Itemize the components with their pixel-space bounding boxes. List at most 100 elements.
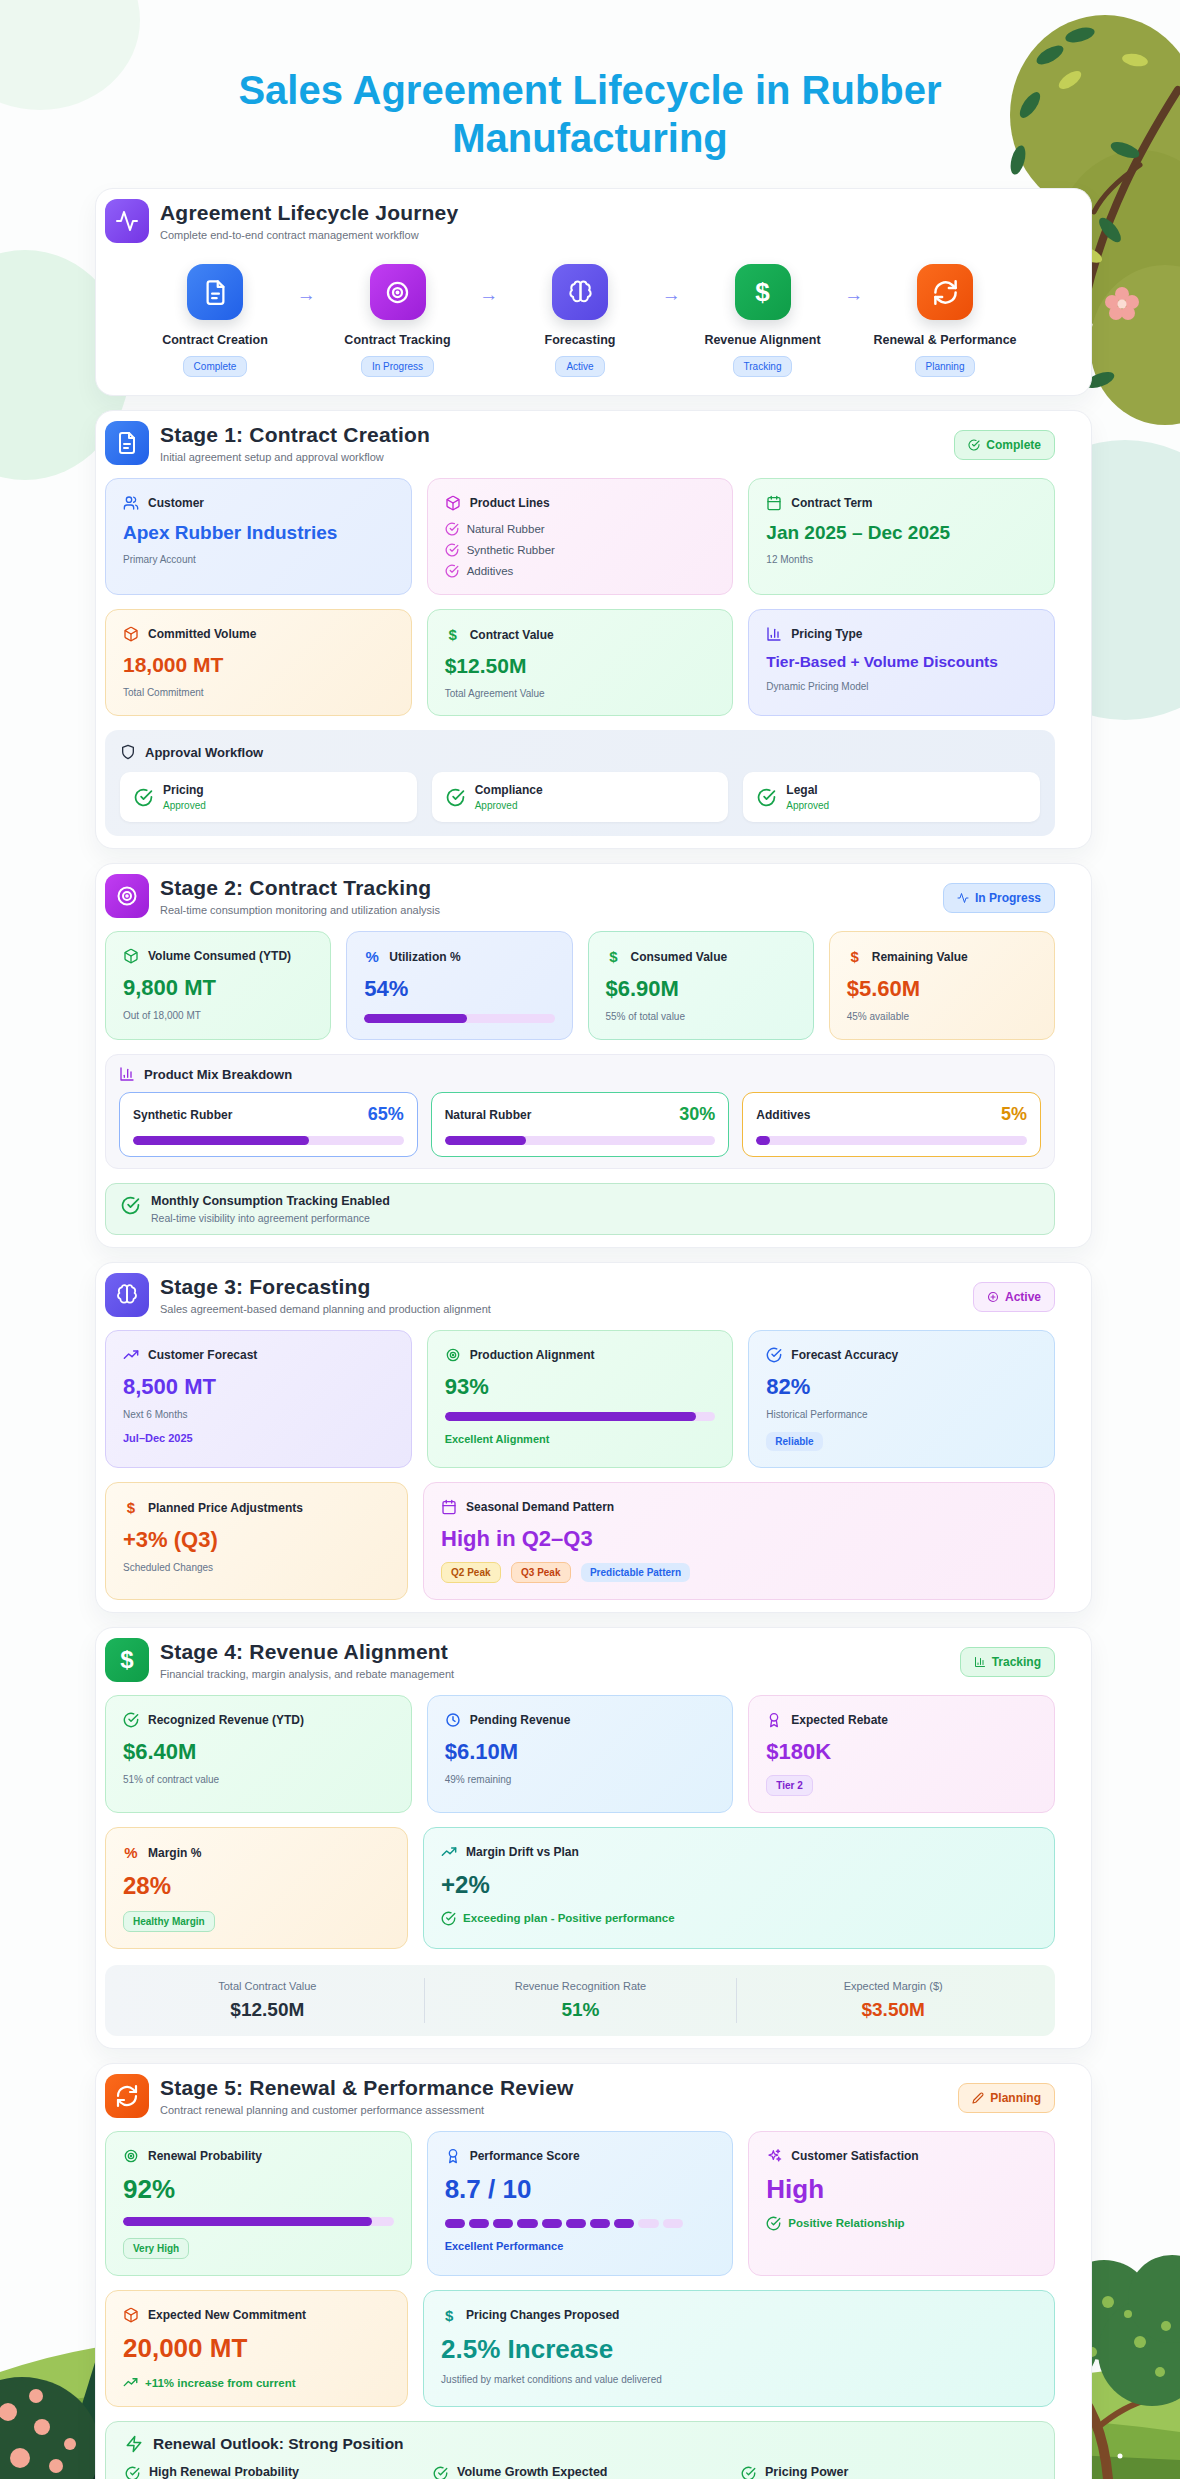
utilization-value: 54% <box>364 977 554 1000</box>
remaining-value-value: $5.60M <box>847 977 1037 1000</box>
production-alignment-value: 93% <box>445 1375 716 1398</box>
pending-revenue-value: $6.10M <box>445 1740 716 1763</box>
volume-consumed-value: 9,800 MT <box>123 976 313 999</box>
percent-icon: % <box>364 948 380 965</box>
contract-term-tile: Contract Term Jan 2025 – Dec 2025 12 Mon… <box>748 478 1055 595</box>
dollar-icon: $ <box>123 1499 139 1516</box>
journey-subtitle: Complete end-to-end contract management … <box>160 229 458 241</box>
stage5-row2: Expected New Commitment 20,000 MT +11% i… <box>105 2290 1055 2407</box>
customer-satisfaction-tile: Customer Satisfaction High Positive Rela… <box>748 2131 1055 2276</box>
approval-item-legal: LegalApproved <box>743 772 1040 822</box>
renewal-outlook-panel: Renewal Outlook: Strong Position High Re… <box>105 2421 1055 2479</box>
product-line-item: Additives <box>445 564 716 578</box>
healthy-margin-badge: Healthy Margin <box>123 1911 215 1932</box>
journey-card: Agreement Lifecycle Journey Complete end… <box>95 188 1092 396</box>
stage3-status-badge: Active <box>973 1282 1055 1312</box>
stage4-summary-strip: Total Contract Value $12.50M Revenue Rec… <box>105 1965 1055 2036</box>
check-circle-icon <box>445 522 459 536</box>
stage3-row2: $Planned Price Adjustments +3% (Q3) Sche… <box>105 1482 1055 1600</box>
journey-step-forecasting: Forecasting Active <box>510 264 650 377</box>
pricing-changes-tile: $Pricing Changes Proposed 2.5% Increase … <box>423 2290 1055 2407</box>
approval-item-pricing: PricingApproved <box>120 772 417 822</box>
tracking-enabled-banner: Monthly Consumption Tracking Enabled Rea… <box>105 1183 1055 1235</box>
bolt-icon <box>125 2435 143 2453</box>
stage2-status-badge: In Progress <box>943 883 1055 913</box>
stage2-title: Stage 2: Contract Tracking <box>160 876 440 900</box>
bar-chart-icon <box>119 1066 135 1082</box>
target-icon <box>123 2148 139 2164</box>
journey-step-revenue-alignment: $ Revenue Alignment Tracking <box>693 264 833 377</box>
check-circle-icon <box>441 1911 456 1926</box>
package-icon <box>123 626 139 642</box>
sparkles-icon <box>766 2148 782 2164</box>
pricing-type-tile: Pricing Type Tier-Based + Volume Discoun… <box>748 609 1055 716</box>
price-adjustments-tile: $Planned Price Adjustments +3% (Q3) Sche… <box>105 1482 408 1600</box>
predictable-pattern-badge: Predictable Pattern <box>581 1563 690 1582</box>
volume-consumed-tile: Volume Consumed (YTD) 9,800 MT Out of 18… <box>105 931 331 1040</box>
dollar-icon: $ <box>441 2307 457 2324</box>
bar-chart-icon <box>766 626 782 642</box>
stage2-subtitle: Real-time consumption monitoring and uti… <box>160 904 440 916</box>
dollar-icon: $ <box>735 264 791 320</box>
target-icon <box>445 1347 461 1363</box>
stage4-row1: Recognized Revenue (YTD) $6.40M 51% of c… <box>105 1695 1055 1813</box>
trend-up-icon <box>441 1844 457 1860</box>
new-commitment-tile: Expected New Commitment 20,000 MT +11% i… <box>105 2290 408 2407</box>
journey-step-renewal-performance: Renewal & Performance Planning <box>875 264 1015 377</box>
arrow-icon: → <box>297 284 316 306</box>
forecast-accuracy-value: 82% <box>766 1375 1037 1398</box>
stage2-card: Stage 2: Contract Tracking Real-time con… <box>95 863 1092 1248</box>
mix-additives: Additives5% <box>742 1092 1041 1157</box>
dollar-icon: $ <box>445 626 461 643</box>
stage5-title: Stage 5: Renewal & Performance Review <box>160 2076 574 2100</box>
calendar-icon <box>766 495 782 511</box>
journey-steps: Contract Creation Complete → Contract Tr… <box>105 256 1055 383</box>
expected-rebate-value: $180K <box>766 1740 1037 1763</box>
margin-drift-tile: Margin Drift vs Plan +2% Exceeding plan … <box>423 1827 1055 1948</box>
stage4-card: $ Stage 4: Revenue Alignment Financial t… <box>95 1627 1092 2048</box>
customer-forecast-tile: Customer Forecast 8,500 MT Next 6 Months… <box>105 1330 412 1468</box>
customer-satisfaction-value: High <box>766 2176 1037 2203</box>
award-icon <box>766 1712 782 1728</box>
target-icon <box>370 264 426 320</box>
award-icon <box>445 2148 461 2164</box>
stage1-subtitle: Initial agreement setup and approval wor… <box>160 451 430 463</box>
forecast-period: Jul–Dec 2025 <box>123 1432 394 1444</box>
journey-step-contract-tracking: Contract Tracking In Progress <box>328 264 468 377</box>
summary-total-contract-value: Total Contract Value $12.50M <box>111 1978 424 2023</box>
q3-peak-badge: Q3 Peak <box>511 1562 570 1583</box>
check-circle-icon <box>134 788 153 807</box>
activity-icon <box>105 199 149 243</box>
stage1-row2: Committed Volume 18,000 MT Total Commitm… <box>105 609 1055 716</box>
mix-natural-rubber: Natural Rubber30% <box>431 1092 730 1157</box>
price-adjustments-value: +3% (Q3) <box>123 1528 390 1551</box>
status-badge: Active <box>555 356 604 377</box>
margin-drift-value: +2% <box>441 1872 1037 1897</box>
very-high-badge: Very High <box>123 2238 189 2259</box>
check-circle-icon <box>125 2466 140 2479</box>
outlook-item-pricing: Pricing PowerCustomer accepts 2.5% incre… <box>741 2465 1035 2479</box>
journey-step-contract-creation: Contract Creation Complete <box>145 264 285 377</box>
background-blob-topleft <box>0 0 140 110</box>
check-circle-icon <box>766 2216 781 2231</box>
stage3-row1: Customer Forecast 8,500 MT Next 6 Months… <box>105 1330 1055 1468</box>
consumed-value-tile: $Consumed Value $6.90M 55% of total valu… <box>588 931 814 1040</box>
trend-up-icon <box>123 1347 139 1363</box>
stage5-subtitle: Contract renewal planning and customer p… <box>160 2104 574 2116</box>
contract-value-value: $12.50M <box>445 655 716 677</box>
percent-icon: % <box>123 1844 139 1861</box>
stage4-row2: %Margin % 28% Healthy Margin Margin Drif… <box>105 1827 1055 1948</box>
dollar-icon: $ <box>105 1638 149 1682</box>
recognized-revenue-value: $6.40M <box>123 1740 394 1763</box>
shield-icon <box>120 744 136 760</box>
approval-item-compliance: ComplianceApproved <box>432 772 729 822</box>
utilization-progress-bar <box>364 1014 554 1023</box>
margin-tile: %Margin % 28% Healthy Margin <box>105 1827 408 1948</box>
contract-value-tile: $Contract Value $12.50M Total Agreement … <box>427 609 734 716</box>
stage2-row1: Volume Consumed (YTD) 9,800 MT Out of 18… <box>105 931 1055 1040</box>
refresh-icon <box>105 2074 149 2118</box>
stage5-card: Stage 5: Renewal & Performance Review Co… <box>95 2063 1092 2479</box>
check-circle-icon <box>757 788 776 807</box>
status-badge: Planning <box>915 356 976 377</box>
dollar-icon: $ <box>847 948 863 965</box>
